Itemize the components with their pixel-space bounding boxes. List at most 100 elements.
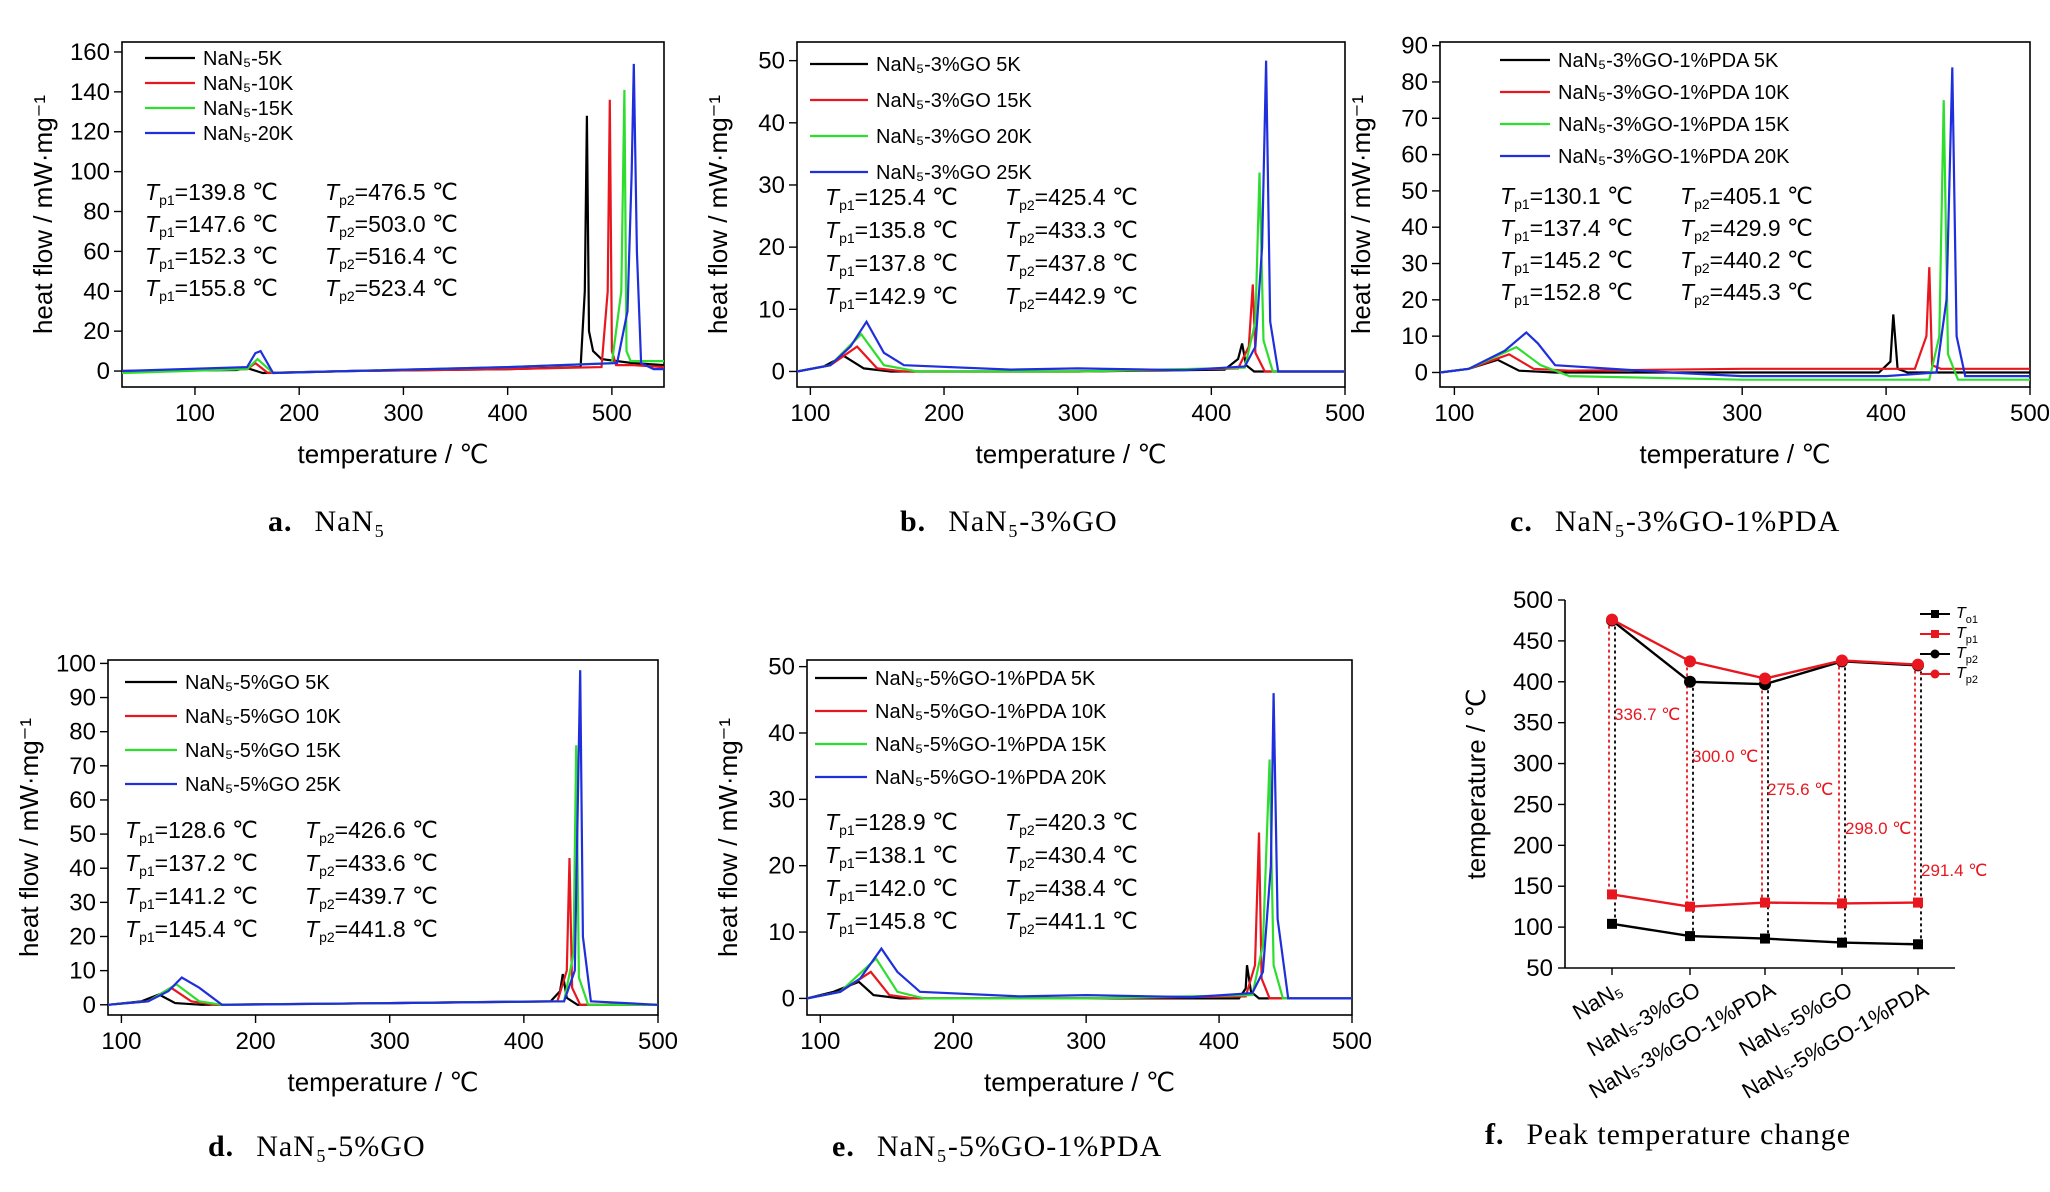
y-tick-label-a: 60 xyxy=(83,238,110,265)
x-tick-label-a: 300 xyxy=(383,400,423,427)
series-line-a-0 xyxy=(122,115,664,375)
tp2-annotation-c: Tp2=429.9 ℃ xyxy=(1680,215,1813,244)
caption-text-c: NaN₅-3%GO-1%PDA xyxy=(1554,505,1841,538)
y-tick-label-c: 80 xyxy=(1401,69,1428,96)
y-tick-label-a: 140 xyxy=(70,79,110,106)
f-legend-marker-2 xyxy=(1930,649,1940,659)
caption-b: b. NaN₅-3%GO xyxy=(900,505,1118,539)
panel-d: 100 200 300 400 500 0 10 20 30 40 50 60 70 80 90 100 tem… xyxy=(14,650,678,1097)
tp2-annotation-e: Tp2=441.1 ℃ xyxy=(1005,908,1138,937)
x-axis-title-a: temperature / ℃ xyxy=(297,439,488,469)
y-tick-label-b: 10 xyxy=(758,296,785,323)
x-tick-label-c: 200 xyxy=(1578,400,1618,427)
legend-label-e-0: NaN₅-5%GO-1%PDA 5K xyxy=(875,668,1096,690)
y-tick-label-c: 50 xyxy=(1401,178,1428,205)
tp1-annotation-d: Tp1=141.2 ℃ xyxy=(125,883,258,912)
tp1-annotation-a: Tp1=147.6 ℃ xyxy=(145,211,278,240)
f-point-1 xyxy=(1760,897,1770,908)
y-tick-label-e: 20 xyxy=(768,853,795,880)
x-tick-label-d: 300 xyxy=(370,1028,410,1055)
x-tick-label-c: 500 xyxy=(2010,400,2050,427)
caption-a: a. NaN₅ xyxy=(268,505,386,539)
f-legend-marker-3 xyxy=(1930,669,1940,679)
f-y-tick-label: 300 xyxy=(1513,751,1553,778)
f-difference-label: 275.6 ℃ xyxy=(1767,780,1833,799)
panel-b: 100 200 300 400 500 0 10 20 30 40 50 temperature / … xyxy=(703,41,1365,469)
tp2-annotation-c: Tp2=445.3 ℃ xyxy=(1680,279,1813,308)
tp2-annotation-b: Tp2=442.9 ℃ xyxy=(1005,283,1138,312)
f-y-tick-label: 100 xyxy=(1513,914,1553,941)
f-difference-label: 336.7 ℃ xyxy=(1614,705,1680,724)
y-tick-label-d: 30 xyxy=(69,889,96,916)
y-tick-label-d: 20 xyxy=(69,923,96,950)
tp1-annotation-a: Tp1=139.8 ℃ xyxy=(145,179,278,208)
caption-letter-f: f. xyxy=(1485,1118,1505,1151)
tp1-annotation-e: Tp1=145.8 ℃ xyxy=(825,908,958,937)
x-tick-label-b: 200 xyxy=(924,400,964,427)
x-tick-label-b: 500 xyxy=(1325,400,1365,427)
x-axis-title-e: temperature / ℃ xyxy=(984,1067,1175,1097)
x-tick-label-e: 100 xyxy=(800,1028,840,1055)
plot-frame-c xyxy=(1439,41,2031,388)
tp2-annotation-a: Tp2=476.5 ℃ xyxy=(325,179,458,208)
y-tick-label-c: 60 xyxy=(1401,142,1428,169)
x-tick-label-e: 500 xyxy=(1332,1028,1372,1055)
y-tick-label-d: 70 xyxy=(69,753,96,780)
f-y-tick-label: 500 xyxy=(1513,587,1553,614)
series-line-b-3 xyxy=(797,60,1345,373)
f-y-tick-label: 350 xyxy=(1513,710,1553,737)
legend-label-c-1: NaN₅-3%GO-1%PDA 10K xyxy=(1558,82,1790,104)
legend-label-b-2: NaN₅-3%GO 20K xyxy=(876,126,1033,148)
series-line-a-1 xyxy=(122,99,664,375)
f-point-0 xyxy=(1913,939,1923,950)
caption-f: f. Peak temperature change xyxy=(1485,1118,1851,1152)
f-point-3 xyxy=(1836,654,1848,667)
legend-label-c-0: NaN₅-3%GO-1%PDA 5K xyxy=(1558,50,1779,72)
tp2-annotation-c: Tp2=440.2 ℃ xyxy=(1680,247,1813,276)
tp1-annotation-b: Tp1=125.4 ℃ xyxy=(825,184,958,213)
caption-letter-b: b. xyxy=(900,505,927,538)
y-tick-label-c: 0 xyxy=(1415,359,1428,386)
caption-letter-a: a. xyxy=(268,505,293,538)
y-tick-label-a: 40 xyxy=(83,278,110,305)
y-tick-label-b: 0 xyxy=(772,358,785,385)
tp1-annotation-e: Tp1=128.9 ℃ xyxy=(825,809,958,838)
tp1-annotation-c: Tp1=152.8 ℃ xyxy=(1500,279,1633,308)
panel-a: 100 200 300 400 500 0 20 40 60 80 100 120 140 160 temp… xyxy=(28,39,665,469)
legend-label-d-3: NaN₅-5%GO 25K xyxy=(185,774,342,796)
f-legend-label-1: Tp1 xyxy=(1956,625,1978,646)
x-tick-label-a: 100 xyxy=(175,400,215,427)
x-tick-label-e: 300 xyxy=(1066,1028,1106,1055)
y-tick-label-a: 160 xyxy=(70,39,110,66)
y-tick-label-c: 20 xyxy=(1401,287,1428,314)
y-tick-label-a: 20 xyxy=(83,318,110,345)
f-point-1 xyxy=(1913,897,1923,908)
f-difference-label: 298.0 ℃ xyxy=(1845,819,1911,838)
legend-label-b-1: NaN₅-3%GO 15K xyxy=(876,90,1033,112)
y-tick-label-d: 40 xyxy=(69,855,96,882)
x-tick-label-b: 100 xyxy=(790,400,830,427)
tp1-annotation-d: Tp1=128.6 ℃ xyxy=(125,817,258,846)
legend-label-e-2: NaN₅-5%GO-1%PDA 15K xyxy=(875,734,1107,756)
tp2-annotation-a: Tp2=523.4 ℃ xyxy=(325,275,458,304)
y-tick-label-d: 100 xyxy=(56,650,96,677)
f-difference-label: 291.4 ℃ xyxy=(1921,861,1987,880)
f-point-3 xyxy=(1606,613,1618,626)
legend-label-b-0: NaN₅-3%GO 5K xyxy=(876,54,1021,76)
x-tick-label-d: 200 xyxy=(236,1028,276,1055)
y-axis-title-b: heat flow / mW·mg⁻¹ xyxy=(703,95,733,334)
plot-frame-e xyxy=(806,659,1353,1016)
f-point-1 xyxy=(1685,901,1695,912)
f-series-line-3 xyxy=(1611,618,1919,680)
plot-frame-a xyxy=(121,41,665,388)
legend-label-a-2: NaN₅-15K xyxy=(203,98,294,120)
caption-text-d: NaN₅-5%GO xyxy=(256,1130,426,1163)
legend-label-d-0: NaN₅-5%GO 5K xyxy=(185,672,330,694)
x-tick-label-a: 400 xyxy=(488,400,528,427)
y-tick-label-c: 30 xyxy=(1401,251,1428,278)
y-tick-label-d: 80 xyxy=(69,719,96,746)
tp2-annotation-d: Tp2=439.7 ℃ xyxy=(305,883,438,912)
y-tick-label-e: 50 xyxy=(768,654,795,681)
